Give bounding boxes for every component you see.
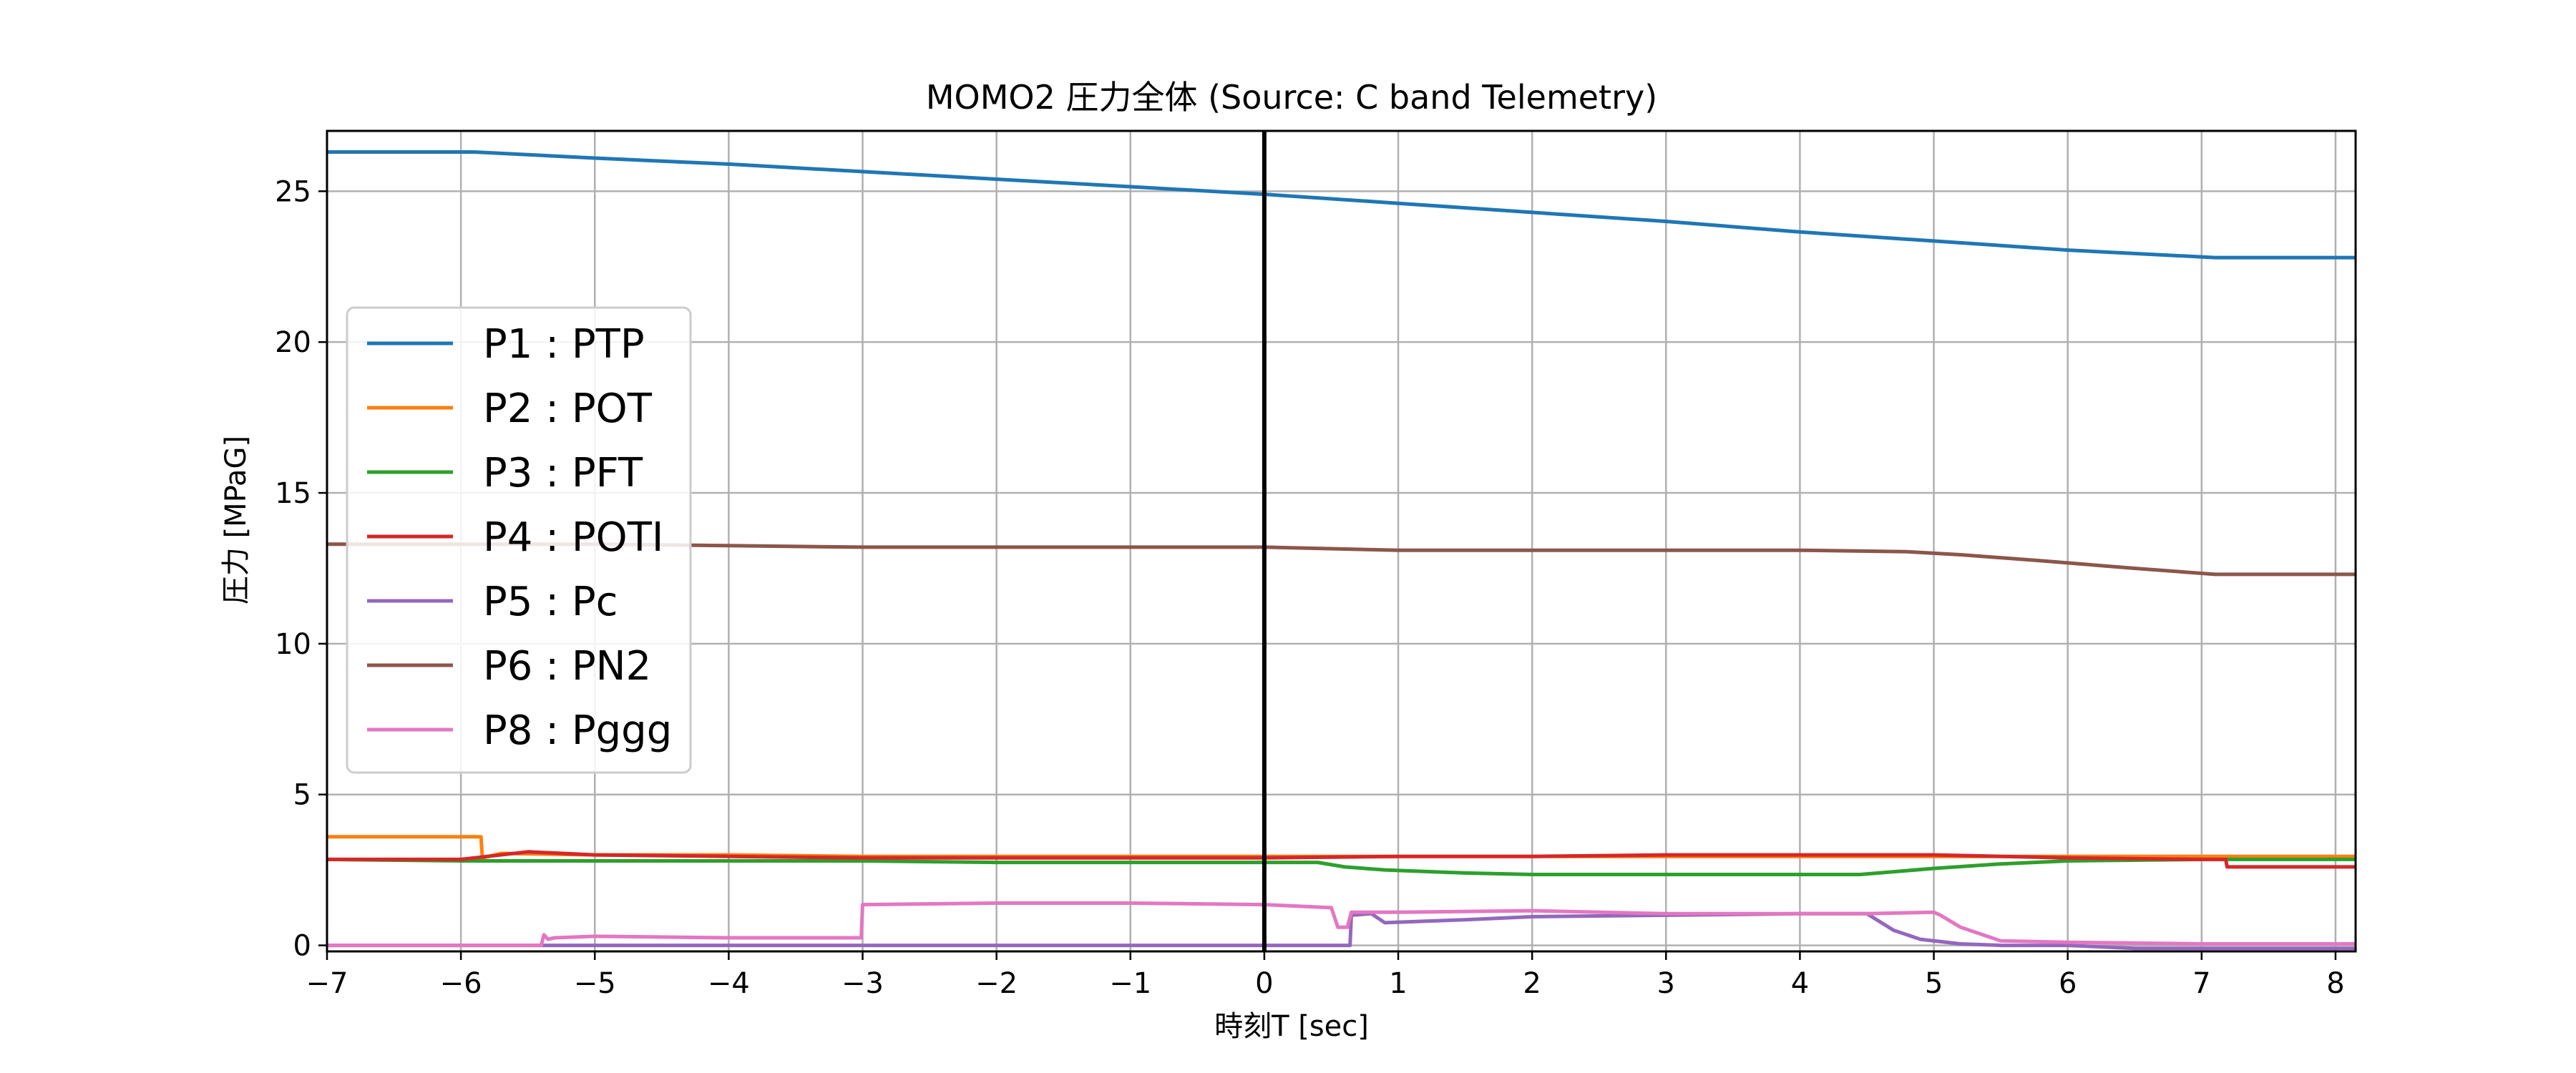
- x-axis-label: 時刻T [sec]: [1214, 1010, 1369, 1043]
- legend-label: P8 : Pggg: [483, 707, 672, 754]
- y-tick-label: 25: [275, 175, 311, 208]
- y-axis-ticks: 0 5 10 15 20 25: [275, 175, 327, 963]
- series-line-6: [327, 542, 2356, 577]
- series-line-7: [327, 901, 2356, 948]
- x-tick-label: 1: [1389, 967, 1407, 1000]
- y-tick-label: 5: [293, 779, 311, 812]
- legend-box: [346, 306, 692, 774]
- legend-label: P3 : PFT: [483, 450, 643, 496]
- y-tick-label: 0: [293, 930, 311, 963]
- grid: [326, 131, 2356, 951]
- series-line-3: [326, 857, 2356, 876]
- series-line-4: [327, 850, 2356, 869]
- x-tick-label: 6: [2059, 967, 2077, 1000]
- y-tick-label: 15: [275, 477, 311, 510]
- legend: P1 : PTP P2 : POT P3 : PFT P4 : POTI P5 : Pc…: [346, 306, 692, 774]
- x-tick-label: 3: [1657, 967, 1675, 1000]
- x-tick-label: 7: [2192, 967, 2210, 1000]
- x-tick-label: 2: [1523, 967, 1541, 1000]
- legend-label: P4 : POTI: [483, 514, 663, 561]
- x-tick-label: −1: [1109, 967, 1151, 1000]
- x-tick-label: 4: [1791, 967, 1809, 1000]
- x-tick-label: −2: [975, 967, 1018, 1000]
- x-axis-ticks: −7 −6 −5 −4 −3 −2 −1 0 1 2 3 4 5 6 7 8: [306, 951, 2345, 1000]
- legend-label: P6 : PN2: [483, 643, 651, 690]
- y-tick-label: 10: [275, 628, 311, 661]
- x-tick-label: −4: [708, 967, 750, 1000]
- x-tick-label: 8: [2326, 967, 2344, 1000]
- y-tick-label: 20: [275, 326, 311, 359]
- x-tick-label: −6: [440, 967, 482, 1000]
- chart-title: MOMO2 圧力全体 (Source: C band Telemetry): [926, 78, 1657, 117]
- series-line-1: [327, 150, 2356, 260]
- legend-label: P2 : POT: [483, 386, 653, 432]
- x-tick-label: −5: [574, 967, 616, 1000]
- y-axis-label: 圧力 [MPaG]: [220, 436, 253, 604]
- x-tick-label: 5: [1925, 967, 1943, 1000]
- x-tick-label: −7: [306, 967, 348, 1000]
- x-tick-label: 0: [1255, 967, 1273, 1000]
- x-tick-label: −3: [841, 967, 884, 1000]
- series-layer: [326, 150, 2356, 951]
- legend-label: P1 : PTP: [483, 321, 645, 368]
- plot-frame: [326, 129, 2357, 953]
- legend-label: P5 : Pc: [483, 579, 618, 625]
